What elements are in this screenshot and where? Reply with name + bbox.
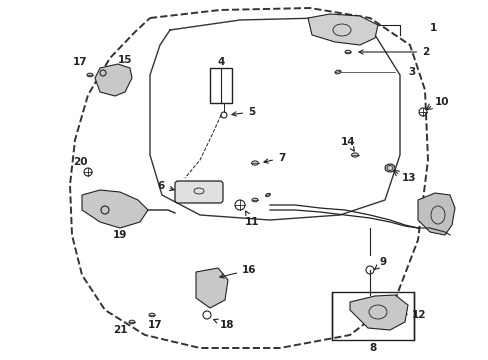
Polygon shape	[196, 268, 227, 308]
Text: 7: 7	[264, 153, 285, 163]
Text: 8: 8	[368, 343, 376, 353]
Text: 10: 10	[434, 97, 448, 107]
Ellipse shape	[149, 313, 155, 317]
Ellipse shape	[129, 320, 135, 324]
Text: 9: 9	[374, 257, 386, 269]
Text: 17: 17	[147, 320, 162, 330]
Ellipse shape	[265, 193, 270, 197]
Text: 17: 17	[73, 57, 87, 67]
Text: 16: 16	[220, 265, 256, 278]
Text: 1: 1	[429, 23, 436, 33]
Ellipse shape	[87, 73, 93, 77]
Text: 19: 19	[113, 230, 127, 240]
Text: 4: 4	[217, 57, 224, 67]
Text: 3: 3	[407, 67, 414, 77]
Ellipse shape	[251, 198, 258, 202]
Polygon shape	[417, 193, 454, 235]
Ellipse shape	[251, 161, 258, 165]
Text: 18: 18	[213, 319, 234, 330]
Bar	[331, 292, 413, 340]
Text: 20: 20	[73, 157, 87, 167]
Polygon shape	[95, 64, 132, 96]
Text: 2: 2	[358, 47, 428, 57]
FancyBboxPatch shape	[175, 181, 223, 203]
Ellipse shape	[384, 164, 394, 172]
Polygon shape	[349, 295, 407, 330]
Text: 15: 15	[118, 55, 132, 65]
Ellipse shape	[351, 153, 358, 157]
Polygon shape	[82, 190, 148, 228]
Text: 12: 12	[411, 310, 426, 320]
Text: 6: 6	[158, 181, 174, 191]
Text: 11: 11	[244, 211, 259, 227]
Text: 5: 5	[231, 107, 255, 117]
Ellipse shape	[345, 50, 350, 54]
Text: 13: 13	[401, 173, 416, 183]
Text: 14: 14	[340, 137, 355, 151]
Polygon shape	[307, 14, 377, 45]
Text: 21: 21	[113, 325, 127, 335]
Ellipse shape	[334, 70, 340, 74]
Bar	[209, 68, 231, 103]
